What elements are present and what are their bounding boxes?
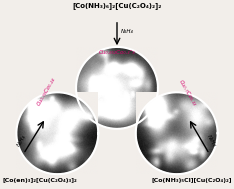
Text: Cu₀.₇₆Co₀.₂₄: Cu₀.₇₆Co₀.₂₄ [37,77,57,107]
Text: [Co(en)₃]₂[Cu(C₂O₄)₃]₂: [Co(en)₃]₂[Cu(C₂O₄)₃]₂ [2,178,77,183]
Text: N₂H₄: N₂H₄ [17,134,28,148]
Text: [Co(NH₃)₆]₂[Cu(C₂O₄)₂]₂: [Co(NH₃)₆]₂[Cu(C₂O₄)₂]₂ [72,2,162,9]
Text: N₂H₄: N₂H₄ [206,134,217,148]
Text: N₂H₄: N₂H₄ [121,29,133,34]
Text: Cu₀.₇Co₀.₃₃: Cu₀.₇Co₀.₃₃ [178,79,197,107]
Text: [Co(NH₃)₅Cl][Cu(C₂O₄)₂]: [Co(NH₃)₅Cl][Cu(C₂O₄)₂] [151,178,232,183]
Text: Cu₀.₆₅₂Co₀.₃‴₈: Cu₀.₆₅₂Co₀.₃‴₈ [99,50,135,55]
